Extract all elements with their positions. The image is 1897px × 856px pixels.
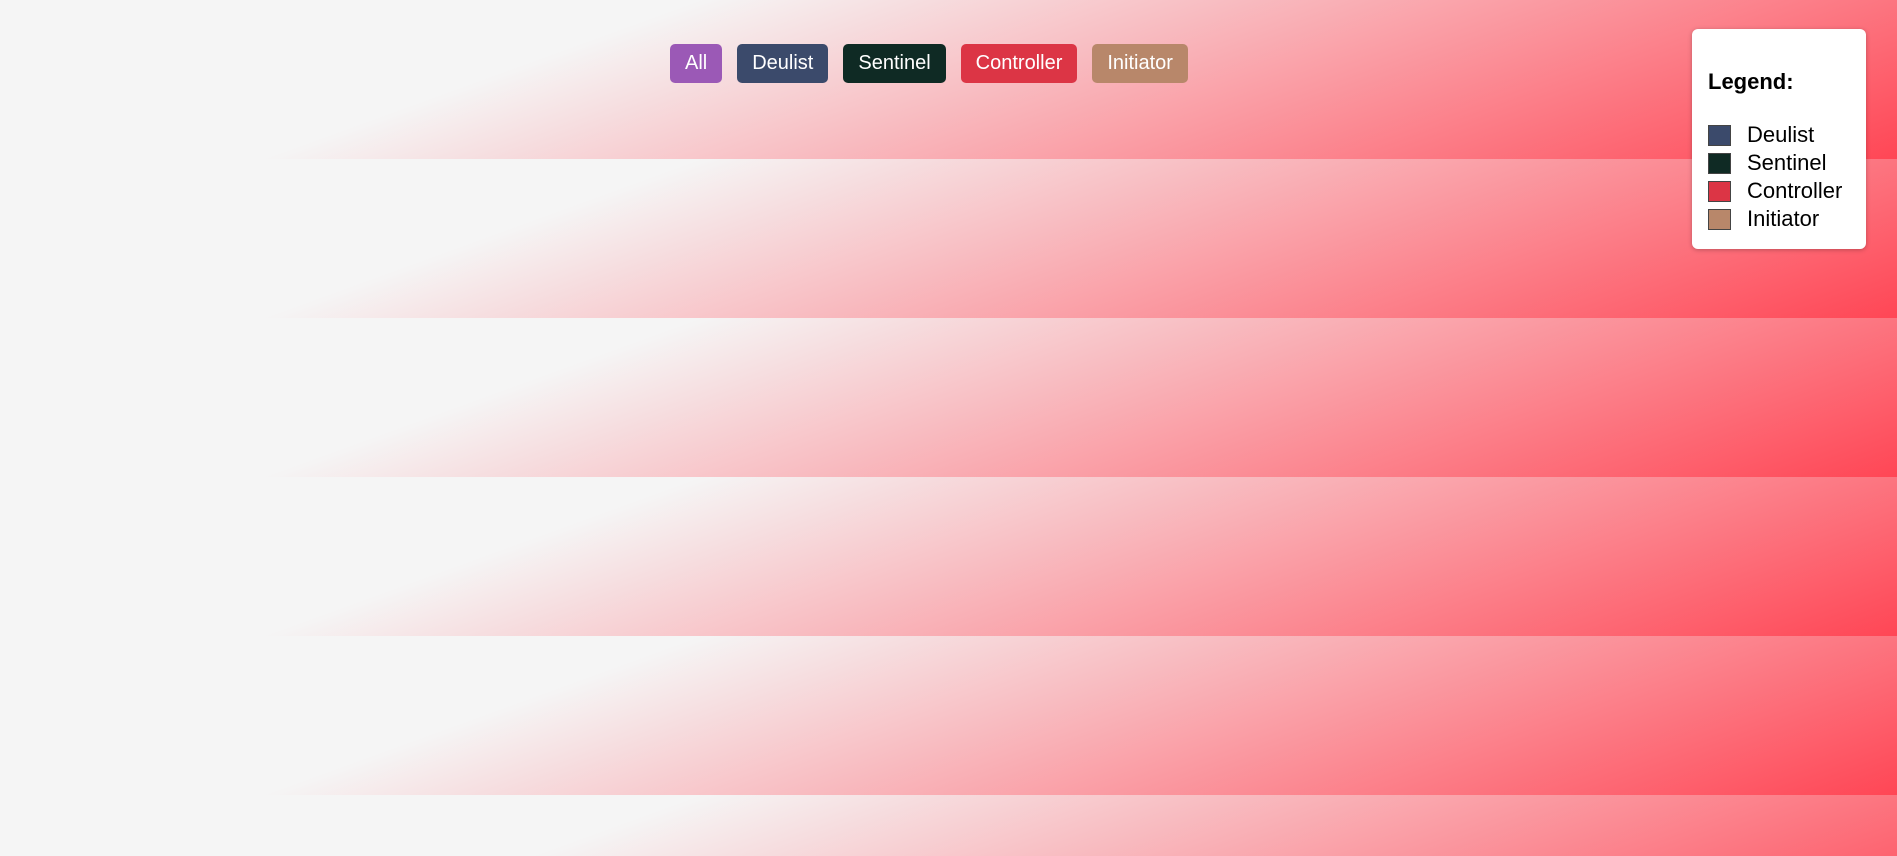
legend-swatch [1708, 208, 1731, 230]
filter-deulist-button[interactable]: Deulist [737, 44, 829, 83]
legend-item-sentinel: Sentinel [1708, 149, 1866, 177]
role-filter-bar: All Deulist Sentinel Controller Initiato… [670, 44, 1188, 83]
filter-initiator-button[interactable]: Initiator [1092, 44, 1188, 83]
legend-item-controller: Controller [1708, 177, 1866, 205]
legend-label: Deulist [1747, 122, 1815, 147]
legend-swatch [1708, 180, 1731, 202]
legend-label: Initiator [1747, 206, 1820, 231]
filter-sentinel-button[interactable]: Sentinel [843, 44, 946, 83]
filter-controller-button[interactable]: Controller [960, 44, 1078, 83]
legend-panel: Legend: Deulist Sentinel Controller Init… [1692, 29, 1866, 249]
filter-all-button[interactable]: All [670, 44, 723, 83]
legend-label: Sentinel [1747, 150, 1827, 175]
legend-title: Legend: [1708, 69, 1794, 94]
legend-swatch [1708, 124, 1731, 146]
legend-label: Controller [1747, 178, 1843, 203]
legend-swatch [1708, 152, 1731, 174]
legend-item-deulist: Deulist [1708, 121, 1866, 149]
legend-item-initiator: Initiator [1708, 205, 1866, 233]
